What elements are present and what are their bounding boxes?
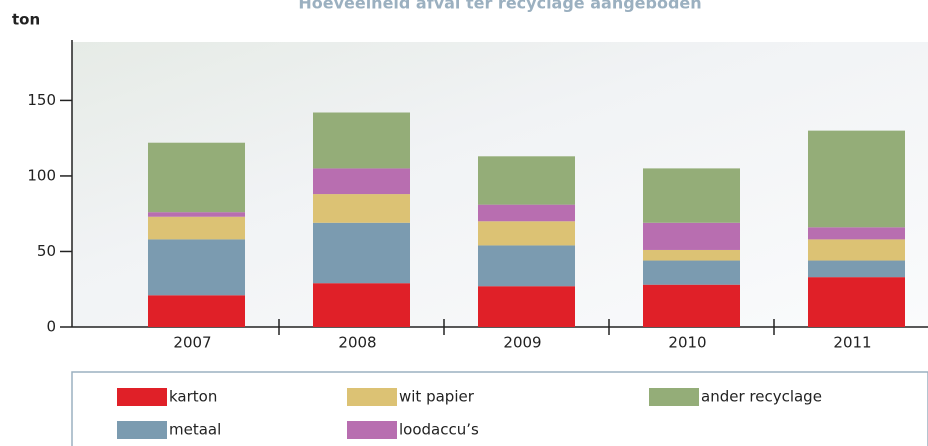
bar-segment bbox=[808, 130, 905, 228]
x-tick-label: 2008 bbox=[338, 334, 376, 352]
bar-segment bbox=[313, 283, 410, 327]
x-tick-label: 2010 bbox=[668, 334, 706, 352]
bar-segment bbox=[148, 142, 245, 213]
x-tick-label: 2009 bbox=[503, 334, 541, 352]
y-tick-label: 100 bbox=[27, 166, 56, 184]
x-tick-label: 2011 bbox=[833, 334, 871, 352]
bar-segment bbox=[148, 216, 245, 240]
y-axis-label: ton bbox=[12, 11, 40, 29]
legend-swatch bbox=[117, 388, 167, 406]
bar-segment bbox=[643, 284, 740, 327]
bar-segment bbox=[478, 156, 575, 205]
legend-label: metaal bbox=[169, 421, 221, 439]
y-tick-label: 50 bbox=[37, 242, 56, 260]
legend-swatch bbox=[347, 388, 397, 406]
bar-segment bbox=[478, 245, 575, 287]
bar-segment bbox=[148, 212, 245, 217]
bar-segment bbox=[148, 239, 245, 296]
y-tick-label: 0 bbox=[46, 318, 56, 336]
x-tick-label: 2007 bbox=[173, 334, 211, 352]
bar-segment bbox=[808, 277, 905, 327]
bar-segment bbox=[808, 227, 905, 240]
bar-segment bbox=[478, 221, 575, 246]
bar-segment bbox=[643, 260, 740, 285]
bar-segment bbox=[313, 222, 410, 284]
legend-label: wit papier bbox=[399, 388, 475, 406]
bar-segment bbox=[478, 204, 575, 222]
legend-box bbox=[71, 371, 928, 446]
bar-segment bbox=[313, 168, 410, 195]
legend-swatch bbox=[347, 421, 397, 439]
bar-segment bbox=[808, 260, 905, 278]
chart-title: Hoeveelheid afval ter recyclage aangebod… bbox=[298, 0, 701, 13]
y-tick-label: 150 bbox=[27, 91, 56, 109]
bar-segment bbox=[313, 194, 410, 223]
legend-label: ander recyclage bbox=[701, 388, 822, 406]
legend-swatch bbox=[117, 421, 167, 439]
bar-segment bbox=[313, 112, 410, 169]
bar-segment bbox=[643, 168, 740, 223]
bar-segment bbox=[643, 249, 740, 261]
legend-label: loodaccu’s bbox=[399, 421, 479, 439]
legend-swatch bbox=[649, 388, 699, 406]
bar-segment bbox=[148, 295, 245, 327]
legend-label: karton bbox=[169, 388, 217, 406]
bar-segment bbox=[808, 239, 905, 261]
bar-segment bbox=[478, 286, 575, 327]
bar-segment bbox=[643, 222, 740, 250]
